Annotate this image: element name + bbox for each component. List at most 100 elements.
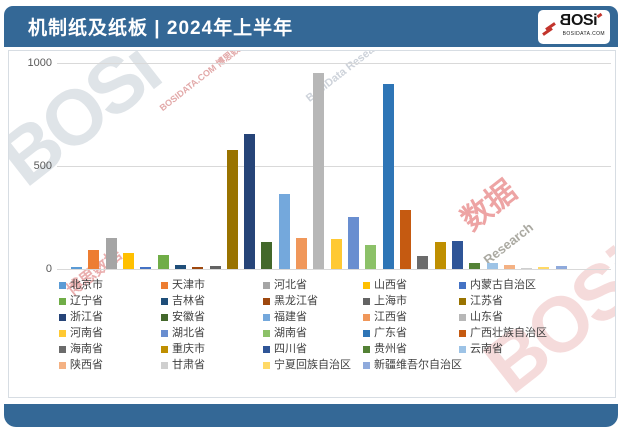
- chart-area: BOSi BOSIDATA.COM 博思数据 BosiData Research…: [8, 50, 616, 398]
- legend-swatch-icon: [459, 313, 466, 321]
- legend-swatch-icon: [459, 281, 466, 289]
- legend-label: 重庆市: [172, 343, 205, 355]
- legend-swatch-icon: [161, 297, 168, 305]
- bar: [434, 242, 446, 269]
- logo-chevron-icon: [542, 22, 556, 36]
- legend-swatch-icon: [59, 345, 66, 353]
- bar: [382, 83, 394, 269]
- bar: [174, 265, 186, 269]
- bar: [296, 238, 308, 269]
- legend-label: 江苏省: [470, 295, 503, 307]
- legend-item: 北京市: [59, 279, 161, 291]
- legend-swatch-icon: [59, 281, 66, 289]
- legend-item: 江苏省: [459, 295, 547, 307]
- legend-item: 贵州省: [363, 343, 459, 355]
- legend-swatch-icon: [161, 329, 168, 337]
- legend-swatch-icon: [459, 345, 466, 353]
- legend-item: 福建省: [263, 311, 363, 323]
- bar: [417, 255, 429, 269]
- legend-item: 湖北省: [161, 327, 263, 339]
- legend-swatch-icon: [459, 329, 466, 337]
- legend-label: 云南省: [470, 343, 503, 355]
- legend-item: 新疆维吾尔自治区: [363, 359, 462, 371]
- legend-swatch-icon: [363, 361, 370, 369]
- logo-letters-os: OS: [570, 12, 594, 29]
- legend-item: 湖南省: [263, 327, 363, 339]
- legend-label: 江西省: [374, 311, 407, 323]
- logo-domain: BOSIDATA.COM: [562, 31, 605, 37]
- legend-swatch-icon: [161, 281, 168, 289]
- legend-label: 贵州省: [374, 343, 407, 355]
- legend: 北京市 天津市 河北省 山西省 内蒙古自治区 辽宁省 吉林省 黑龙江省 上海市 江苏省 浙江省 安徽省…: [59, 279, 547, 371]
- legend-swatch-icon: [263, 313, 270, 321]
- legend-label: 吉林省: [172, 295, 205, 307]
- legend-swatch-icon: [363, 345, 370, 353]
- bar: [88, 250, 100, 269]
- bar: [538, 267, 550, 269]
- y-axis: 1000 500 0: [9, 57, 57, 275]
- legend-item: 陕西省: [59, 359, 161, 371]
- legend-label: 天津市: [172, 279, 205, 291]
- y-tick-label: 0: [45, 263, 52, 275]
- bar-series: [71, 63, 567, 269]
- legend-item: 广西壮族自治区: [459, 327, 547, 339]
- plot-row: 1000 500 0: [9, 57, 611, 275]
- legend-swatch-icon: [161, 345, 168, 353]
- legend-item: 辽宁省: [59, 295, 161, 307]
- legend-swatch-icon: [59, 313, 66, 321]
- legend-label: 宁夏回族自治区: [274, 359, 351, 371]
- plot-area: [57, 63, 611, 270]
- legend-item: 四川省: [263, 343, 363, 355]
- legend-item: 山西省: [363, 279, 459, 291]
- bar: [71, 267, 82, 269]
- bar: [521, 267, 533, 269]
- legend-label: 黑龙江省: [274, 295, 318, 307]
- legend-item: 山东省: [459, 311, 547, 323]
- legend-label: 四川省: [274, 343, 307, 355]
- legend-item: 天津市: [161, 279, 263, 291]
- legend-item: 内蒙古自治区: [459, 279, 547, 291]
- gridline: [57, 63, 611, 64]
- bosi-logo-text: BOSi: [552, 12, 605, 29]
- legend-swatch-icon: [161, 361, 168, 369]
- logo-letter-b: B: [559, 12, 571, 29]
- legend-swatch-icon: [459, 297, 466, 305]
- legend-swatch-icon: [161, 313, 168, 321]
- legend-label: 湖北省: [172, 327, 205, 339]
- legend-label: 广西壮族自治区: [470, 327, 547, 339]
- y-tick-label: 500: [33, 160, 52, 172]
- legend-swatch-icon: [363, 297, 370, 305]
- legend-label: 山西省: [374, 279, 407, 291]
- legend-item: 河南省: [59, 327, 161, 339]
- footer-bar: [4, 404, 618, 427]
- bar: [192, 266, 204, 269]
- legend-swatch-icon: [363, 329, 370, 337]
- legend-swatch-icon: [59, 297, 66, 305]
- legend-item: 上海市: [363, 295, 459, 307]
- gridline: [57, 166, 611, 167]
- legend-item: 宁夏回族自治区: [263, 359, 363, 371]
- bar: [399, 210, 411, 269]
- legend-item: 广东省: [363, 327, 459, 339]
- bar: [486, 263, 498, 269]
- bar: [348, 216, 359, 269]
- bar: [313, 73, 325, 269]
- bar: [555, 265, 567, 269]
- legend-label: 内蒙古自治区: [470, 279, 536, 291]
- legend-item: 云南省: [459, 343, 547, 355]
- bar: [365, 244, 377, 269]
- legend-label: 北京市: [70, 279, 103, 291]
- legend-swatch-icon: [263, 297, 270, 305]
- legend-item: 海南省: [59, 343, 161, 355]
- bar: [503, 265, 515, 269]
- legend-item: 重庆市: [161, 343, 263, 355]
- legend-swatch-icon: [263, 281, 270, 289]
- legend-swatch-icon: [363, 313, 370, 321]
- bar: [261, 241, 273, 269]
- logo-letter-i: i: [593, 12, 598, 29]
- legend-label: 河北省: [274, 279, 307, 291]
- legend-item: 安徽省: [161, 311, 263, 323]
- page-title: 机制纸及纸板 | 2024年上半年: [28, 18, 294, 39]
- legend-swatch-icon: [263, 329, 270, 337]
- bar: [244, 134, 256, 269]
